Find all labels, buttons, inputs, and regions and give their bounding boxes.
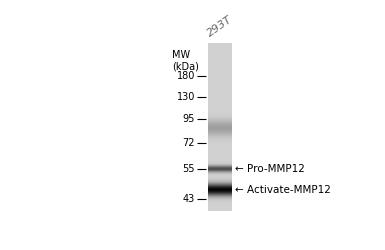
Text: ← Activate-MMP12: ← Activate-MMP12 [234,185,330,195]
Text: ← Pro-MMP12: ← Pro-MMP12 [234,164,305,174]
Text: 180: 180 [177,71,195,81]
Text: MW
(kDa): MW (kDa) [172,50,199,72]
Text: 95: 95 [182,114,195,124]
Text: 55: 55 [182,164,195,173]
Text: 130: 130 [177,92,195,102]
Text: 72: 72 [182,138,195,147]
Text: 293T: 293T [205,14,234,39]
Text: 43: 43 [182,194,195,204]
